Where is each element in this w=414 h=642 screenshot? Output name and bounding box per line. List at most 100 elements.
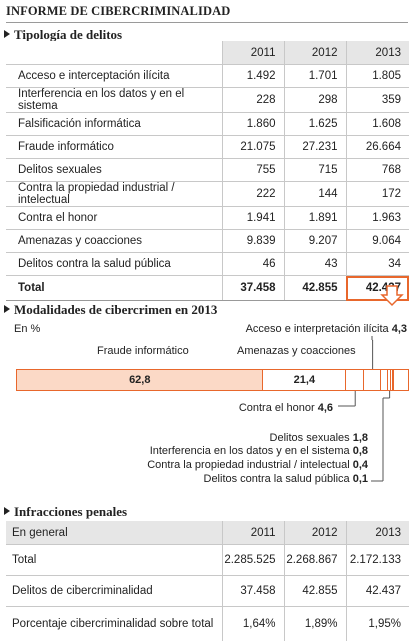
row-label: Contra el honor bbox=[6, 206, 222, 230]
cell-value: 1.701 bbox=[283, 64, 346, 88]
table-row: Total 2.285.525 2.268.867 2.172.133 bbox=[6, 544, 409, 576]
triangle-bullet-icon bbox=[4, 305, 10, 313]
section-title-text: Infracciones penales bbox=[14, 504, 128, 519]
page-title: INFORME DE CIBERCRIMINALIDAD bbox=[6, 4, 231, 18]
triangle-bullet-icon bbox=[4, 30, 10, 38]
cell-value: 768 bbox=[345, 158, 409, 182]
row-label: Delitos sexuales bbox=[6, 158, 222, 182]
annotation-category: Amenazas y coacciones bbox=[237, 345, 356, 357]
bar-segment bbox=[388, 370, 392, 390]
cell-value: 172 bbox=[345, 181, 409, 207]
annotation-value: 4,6 bbox=[317, 402, 333, 414]
segment-annotation: Delitos sexuales 1,8 bbox=[270, 432, 368, 444]
cell-value: 1.963 bbox=[345, 206, 409, 230]
table-corner-label: En general bbox=[6, 521, 222, 545]
down-arrow-icon bbox=[380, 285, 404, 307]
annotation-category: Contra el honor bbox=[238, 402, 315, 414]
row-label: Porcentaje cibercriminalidad sobre total bbox=[12, 618, 214, 630]
unit-label: En % bbox=[14, 323, 41, 335]
total-row: Total 37.458 42.855 42.437 bbox=[6, 275, 409, 301]
cell-value: 715 bbox=[283, 158, 346, 182]
title-divider bbox=[6, 22, 408, 23]
col-header-year: 2012 bbox=[283, 521, 346, 545]
row-label: Total bbox=[6, 544, 222, 576]
cell-value: 1,95% bbox=[345, 606, 409, 641]
annotation-category: Fraude informático bbox=[97, 345, 189, 357]
table-row: Delitos de cibercriminalidad 37.458 42.855… bbox=[6, 575, 409, 607]
table-header-row: 2011 2012 2013 bbox=[6, 41, 409, 65]
cell-value: 21.075 bbox=[221, 135, 284, 159]
row-label: Acceso e interceptación ilícita bbox=[6, 64, 222, 88]
table-row: Contra la propiedad industrial / intelec… bbox=[6, 181, 409, 207]
table-row: Delitos sexuales 755 715 768 bbox=[6, 158, 409, 182]
cell-value: 1.492 bbox=[221, 64, 284, 88]
annotation-value: 0,4 bbox=[352, 459, 368, 471]
annotation-value: 4,3 bbox=[391, 323, 407, 335]
annotation-value: 1,8 bbox=[352, 432, 368, 444]
annotation-category: Delitos contra la salud pública bbox=[203, 473, 350, 485]
table-row: Porcentaje cibercriminalidad sobre total… bbox=[6, 606, 409, 641]
cell-value: 42.437 bbox=[345, 575, 409, 607]
bar-segment bbox=[392, 370, 394, 390]
cell-value: 9.064 bbox=[345, 229, 409, 253]
row-label: Amenazas y coacciones bbox=[6, 229, 222, 253]
table-row: Acceso e interceptación ilícita 1.492 1.70… bbox=[6, 64, 409, 88]
cell-value: 222 bbox=[221, 181, 284, 207]
annotation-category: Delitos sexuales bbox=[269, 432, 350, 444]
table-header-row: En general 2011 2012 2013 bbox=[6, 521, 409, 545]
row-label: Delitos contra la salud pública bbox=[6, 252, 222, 276]
stacked-bar: 62,8 21,4 bbox=[16, 369, 409, 391]
bar-segment bbox=[364, 370, 382, 390]
section-title-infracciones: Infracciones penales bbox=[4, 504, 127, 520]
cell-value: 27.231 bbox=[283, 135, 346, 159]
bar-segment bbox=[17, 370, 263, 390]
cell-value: 359 bbox=[345, 87, 409, 113]
bar-segment bbox=[262, 370, 347, 390]
col-header-year: 2013 bbox=[345, 41, 409, 65]
cell-value: 9.207 bbox=[283, 229, 346, 253]
cell-value: 1.891 bbox=[283, 206, 346, 230]
cell-value: 26.664 bbox=[345, 135, 409, 159]
col-header-year: 2011 bbox=[221, 521, 284, 545]
row-label: Falsificación informática bbox=[6, 112, 222, 136]
row-label: Delitos de cibercriminalidad bbox=[6, 575, 222, 607]
annotation-category: Contra la propiedad industrial / intelec… bbox=[147, 459, 350, 471]
bar-segment bbox=[346, 370, 365, 390]
section-title-modalidades: Modalidades de cibercrimen en 2013 bbox=[4, 302, 217, 318]
section-title-text: Modalidades de cibercrimen en 2013 bbox=[14, 302, 218, 317]
col-header-year: 2013 bbox=[345, 521, 409, 545]
annotation-value: 0,1 bbox=[352, 473, 368, 485]
cell-value: 37.458 bbox=[221, 575, 284, 607]
cell-value: 1.941 bbox=[221, 206, 284, 230]
cell-value: 42.855 bbox=[283, 575, 346, 607]
row-label: Fraude informático bbox=[6, 135, 222, 159]
cell-value: 1.608 bbox=[345, 112, 409, 136]
row-label: Interferencia en los datos y en el siste… bbox=[6, 87, 222, 113]
col-header-year: 2011 bbox=[221, 41, 284, 65]
total-label: Total bbox=[6, 275, 222, 301]
segment-annotation: Fraude informático bbox=[97, 345, 189, 357]
cell-value: 1,89% bbox=[283, 606, 346, 641]
total-value: 42.855 bbox=[283, 275, 346, 301]
cell-value: 298 bbox=[283, 87, 346, 113]
section-title-text: Tipología de delitos bbox=[14, 27, 123, 42]
cell-value: 1.625 bbox=[283, 112, 346, 136]
cell-value: 1,64% bbox=[221, 606, 284, 641]
cell-value: 1.860 bbox=[221, 112, 284, 136]
tipologia-table: 2011 2012 2013 Acceso e interceptación i… bbox=[6, 41, 409, 301]
cell-value: 228 bbox=[221, 87, 284, 113]
segment-annotation: Amenazas y coacciones bbox=[237, 345, 356, 357]
segment-annotation: Contra el honor 4,6 bbox=[239, 402, 333, 414]
cell-value: 2.268.867 bbox=[283, 544, 346, 576]
cell-value: 144 bbox=[283, 181, 346, 207]
segment-annotation: Delitos contra la salud pública 0,1 bbox=[204, 473, 369, 485]
table-row: Interferencia en los datos y en el siste… bbox=[6, 87, 409, 113]
col-header-year: 2012 bbox=[283, 41, 346, 65]
annotation-category: Interferencia en los datos y en el siste… bbox=[149, 445, 350, 457]
infracciones-table: En general 2011 2012 2013 Total 2.285.525… bbox=[6, 521, 409, 641]
bar-segment bbox=[381, 370, 389, 390]
table-corner bbox=[6, 41, 222, 65]
segment-annotation: Acceso e interpretación ilícita 4,3 bbox=[246, 323, 407, 335]
table-row: Contra el honor 1.941 1.891 1.963 bbox=[6, 206, 409, 230]
annotation-value: 0,8 bbox=[352, 445, 368, 457]
